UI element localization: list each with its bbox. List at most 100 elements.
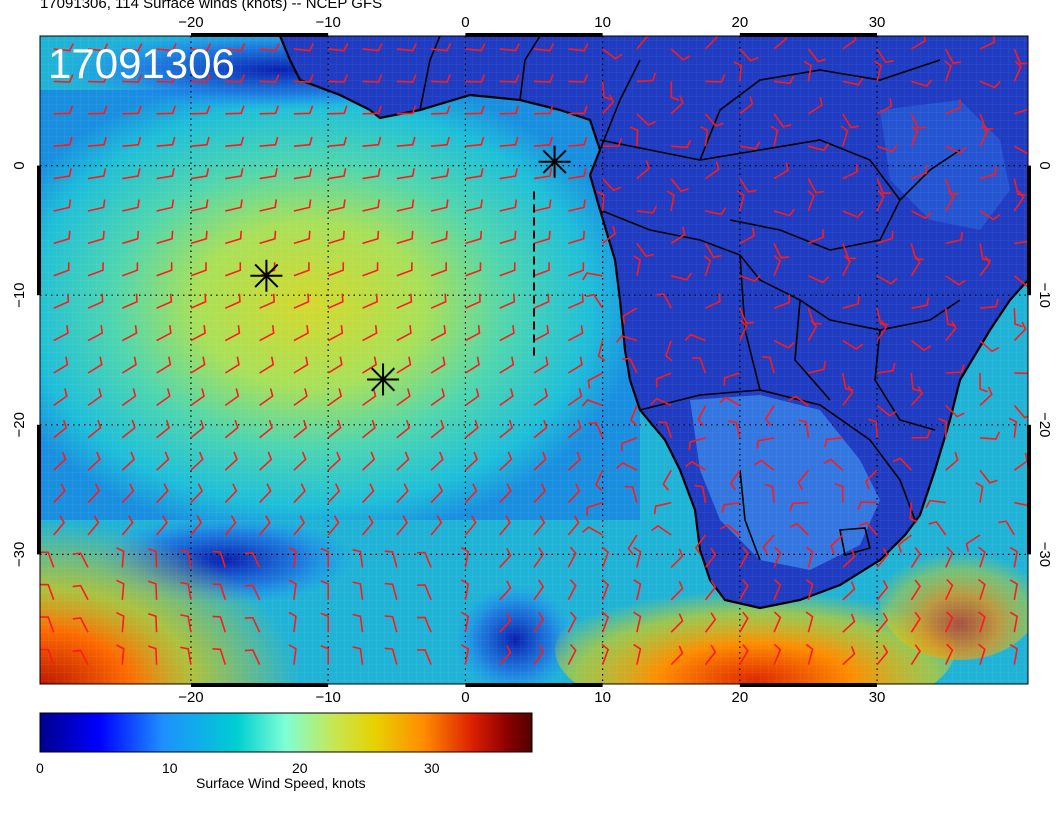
wind-barb: [352, 581, 364, 600]
wind-barb: [396, 230, 414, 245]
wind-barb: [212, 583, 227, 601]
wind-barb: [975, 482, 984, 503]
wind-barb: [288, 644, 297, 665]
wind-barb: [190, 262, 207, 277]
wind-barb: [320, 644, 329, 665]
wind-barb: [567, 325, 584, 342]
wind-barb: [533, 230, 551, 245]
wind-barb: [327, 293, 344, 309]
wind-barb: [148, 645, 158, 665]
wind-barb: [616, 334, 638, 343]
map-panel: [40, 36, 1028, 684]
wind-barb: [40, 583, 55, 601]
wind-barb: [72, 649, 89, 665]
wind-barb: [664, 340, 673, 362]
wind-barb: [53, 230, 71, 245]
wind-barb: [602, 94, 615, 115]
wind-barb: [911, 164, 928, 180]
wind-barb: [460, 644, 470, 665]
wind-barb: [979, 431, 1001, 440]
wind-barb: [622, 307, 638, 325]
wind-barb: [1013, 321, 1027, 342]
wind-barb: [1014, 501, 1028, 507]
wind-barb: [533, 451, 547, 471]
lon-tick-label-bottom: 20: [731, 689, 748, 706]
wind-barb: [225, 199, 243, 212]
wind-barb: [293, 262, 310, 277]
lat-tick-label-left: −30: [11, 542, 28, 567]
wind-barb: [587, 372, 603, 389]
wind-barb: [653, 501, 672, 515]
coastline-borders: [278, 36, 1028, 610]
wind-barb: [224, 325, 241, 342]
wind-barb: [876, 547, 889, 568]
wind-barb: [53, 74, 74, 83]
wind-barb: [464, 483, 478, 504]
wind-barb: [876, 308, 889, 326]
wind-barb: [533, 74, 554, 83]
wind-barb: [739, 274, 761, 283]
wind-barb: [636, 242, 655, 258]
wind-barb: [156, 199, 175, 212]
wind-barb: [1008, 417, 1018, 438]
wind-barb: [910, 255, 921, 277]
wind-barb: [416, 551, 432, 568]
wind-barb: [808, 361, 826, 374]
wind-barb: [842, 548, 856, 568]
wind-barb: [945, 99, 962, 115]
wind-barb: [430, 262, 447, 277]
wind-barb: [910, 611, 921, 633]
wind-barb: [352, 646, 364, 665]
wind-barb: [327, 451, 341, 471]
wind-barb: [87, 43, 109, 52]
wind-barb: [670, 178, 689, 193]
wind-barb: [705, 207, 727, 216]
wind-barb: [396, 325, 412, 342]
wind-barb: [72, 617, 89, 633]
wind-barb: [465, 230, 483, 245]
wind-barb: [965, 534, 981, 552]
wind-barb: [842, 243, 857, 260]
wind-barb: [259, 136, 279, 147]
wind-barb: [430, 419, 445, 439]
wind-barb: [416, 648, 432, 665]
wind-barb: [212, 550, 227, 568]
wind-barb: [460, 546, 470, 568]
wind-barb: [739, 141, 761, 150]
wind-barb: [225, 230, 242, 245]
frame-bar-bottom: [190, 683, 329, 687]
wind-barb: [53, 388, 68, 407]
wind-barb: [754, 459, 775, 471]
wind-barb: [190, 483, 203, 504]
wind-barb: [156, 293, 173, 309]
wind-barb: [773, 162, 789, 180]
wind-barb: [773, 578, 782, 601]
wind-barb: [320, 547, 329, 568]
wind-barb: [944, 308, 956, 327]
wind-barb: [633, 579, 642, 600]
wind-barb: [978, 578, 986, 601]
wind-barb: [156, 230, 174, 245]
wind-barb: [259, 230, 277, 245]
wind-barb: [122, 105, 142, 115]
wind-barb: [224, 419, 239, 439]
colorbar: [39, 712, 533, 753]
wind-barb: [244, 584, 261, 601]
wind-barb: [259, 43, 280, 52]
wind-barb: [87, 325, 104, 342]
wind-barb: [823, 458, 844, 471]
wind-barb: [122, 199, 140, 212]
wind-barb: [945, 145, 967, 154]
wind-barb: [180, 646, 192, 665]
wind-barb: [773, 546, 782, 568]
wind-barb: [156, 262, 173, 277]
wind-barb: [788, 395, 809, 407]
wind-barb: [156, 419, 171, 439]
wind-barb: [416, 584, 432, 601]
wind-barb: [773, 254, 782, 277]
wind-barb: [293, 74, 314, 83]
wind-barb: [499, 548, 512, 568]
wind-barb: [225, 105, 245, 115]
wind-barb: [910, 579, 921, 601]
